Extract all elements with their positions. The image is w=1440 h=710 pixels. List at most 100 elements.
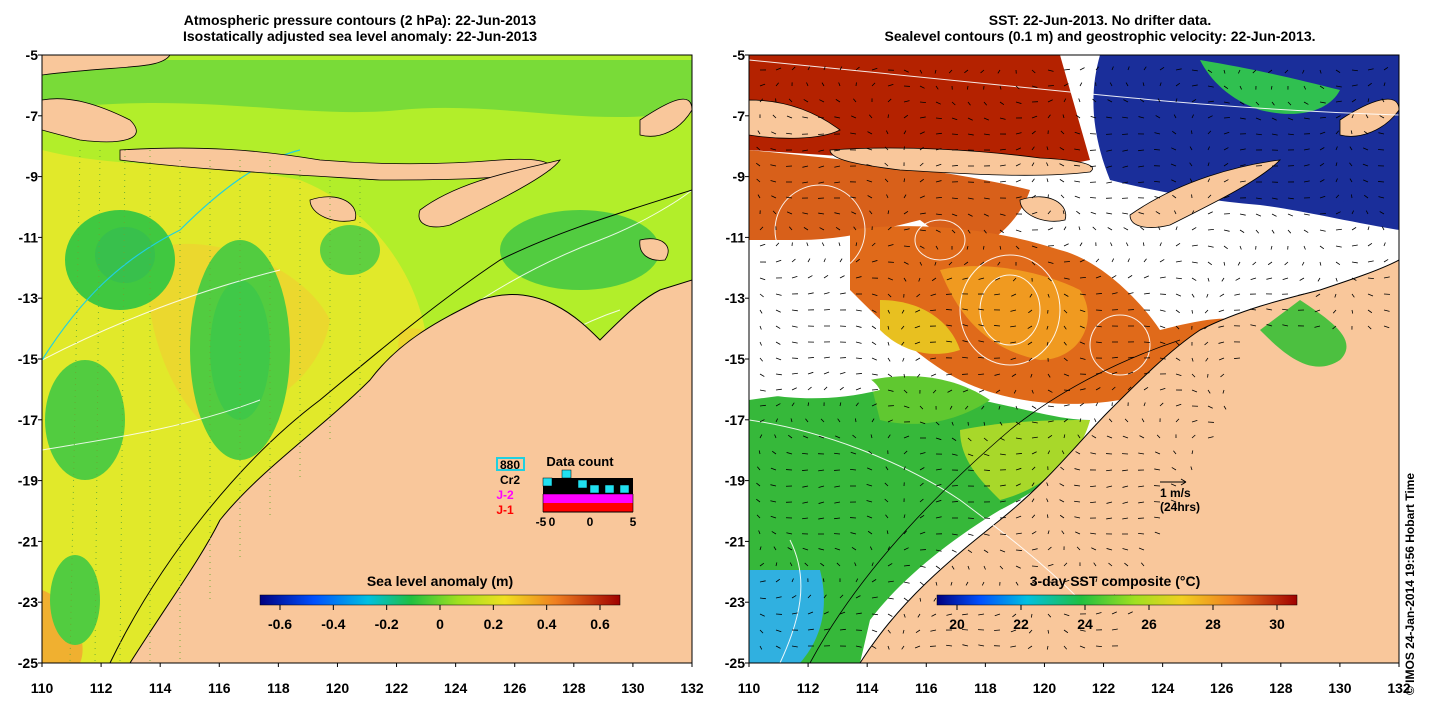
legend-axis-0: 0 (587, 515, 594, 529)
velocity-vector (770, 180, 777, 183)
velocity-vector (1138, 165, 1145, 168)
velocity-vector (1031, 261, 1036, 266)
velocity-vector (935, 101, 941, 105)
velocity-vector (1363, 194, 1369, 199)
colorbar-tick-label: 24 (1077, 616, 1093, 632)
velocity-vector (834, 181, 841, 184)
velocity-vector (786, 452, 793, 455)
velocity-vector (1207, 436, 1214, 439)
velocity-vector (1189, 162, 1193, 167)
velocity-vector (1255, 213, 1262, 217)
velocity-vector (1011, 373, 1017, 377)
velocity-vector (1143, 402, 1146, 407)
velocity-vector (1107, 227, 1113, 231)
velocity-vector (1063, 226, 1067, 231)
velocity-vector (1059, 179, 1065, 183)
velocity-vector (887, 341, 890, 346)
velocity-vector (818, 517, 825, 520)
velocity-vector (871, 613, 878, 616)
velocity-vector (930, 373, 937, 377)
velocity-vector (1031, 130, 1036, 135)
velocity-vector (919, 69, 923, 74)
velocity-vector (1031, 436, 1038, 439)
velocity-vector (1332, 325, 1337, 330)
velocity-vector (919, 482, 924, 487)
velocity-vector (839, 275, 845, 279)
velocity-vector (903, 178, 906, 183)
velocity-vector (771, 450, 777, 455)
velocity-vector (869, 210, 873, 215)
velocity-vector (919, 405, 924, 410)
velocity-vector (1191, 210, 1195, 215)
velocity-vector (1015, 196, 1022, 199)
velocity-vector (835, 99, 841, 103)
velocity-vector (935, 197, 942, 199)
velocity-vector (966, 245, 969, 250)
copyright-text: © IMOS 24-Jan-2014 19:56 Hobart Time (1403, 472, 1417, 695)
velocity-vector (933, 597, 937, 602)
velocity-vector (759, 645, 763, 650)
right-y-tick-label: -17 (725, 412, 745, 428)
velocity-vector (1095, 387, 1101, 391)
velocity-vector (903, 466, 906, 471)
left-y-tick-label: -23 (18, 594, 38, 610)
velocity-vector (1159, 276, 1166, 279)
velocity-vector (1015, 565, 1021, 569)
velocity-vector (1074, 180, 1081, 183)
velocity-vector (775, 403, 781, 407)
colorbar-tick-label: 28 (1205, 616, 1221, 632)
velocity-vector (1047, 85, 1054, 87)
velocity-vector (806, 242, 809, 247)
velocity-vector (1351, 277, 1357, 281)
velocity-vector (999, 85, 1002, 90)
velocity-vector (1111, 611, 1117, 615)
velocity-vector (1079, 418, 1082, 423)
sst-colorbar: 3-day SST composite (°C) 20 22 24 26 28 30 (936, 573, 1298, 632)
velocity-vector (1015, 532, 1022, 535)
velocity-vector (983, 565, 986, 570)
velocity-vector (759, 419, 765, 423)
velocity-vector (884, 498, 889, 503)
velocity-vector (1047, 114, 1051, 119)
velocity-vector (1175, 418, 1180, 423)
velocity-vector (951, 165, 958, 167)
velocity-vector (951, 197, 958, 200)
velocity-vector (1127, 611, 1133, 615)
velocity-vector (771, 531, 777, 535)
velocity-vector (791, 258, 796, 263)
velocity-vector (1155, 115, 1161, 119)
velocity-vector (1159, 387, 1166, 391)
velocity-vector (1139, 98, 1145, 103)
velocity-vector (1095, 258, 1100, 263)
velocity-vector (759, 83, 766, 87)
velocity-vector (1079, 309, 1086, 313)
velocity-vector (1239, 85, 1242, 90)
velocity-vector (791, 645, 798, 648)
velocity-vector (903, 514, 906, 519)
velocity-vector (1175, 293, 1182, 297)
velocity-vector (1074, 500, 1081, 503)
velocity-vector (887, 373, 893, 378)
velocity-vector (838, 82, 841, 87)
velocity-vector (1383, 309, 1390, 312)
left-y-tick-label: -25 (18, 655, 38, 671)
velocity-vector (1015, 483, 1021, 487)
left-x-tick-label: 114 (149, 680, 172, 696)
velocity-vector (1271, 117, 1277, 121)
velocity-vector (966, 85, 969, 90)
velocity-vector (756, 482, 761, 487)
velocity-vector (854, 562, 857, 567)
velocity-vector (1106, 181, 1113, 184)
velocity-vector (887, 309, 890, 314)
velocity-vector (946, 644, 953, 647)
velocity-vector (935, 213, 942, 216)
velocity-vector (1046, 146, 1049, 151)
velocity-vector (1031, 194, 1036, 199)
velocity-vector (962, 340, 969, 343)
velocity-vector (1239, 148, 1246, 151)
velocity-vector (1015, 515, 1022, 519)
velocity-vector (807, 292, 814, 295)
velocity-vector (1106, 212, 1113, 215)
velocity-vector (978, 277, 985, 280)
velocity-vector (1252, 261, 1257, 266)
